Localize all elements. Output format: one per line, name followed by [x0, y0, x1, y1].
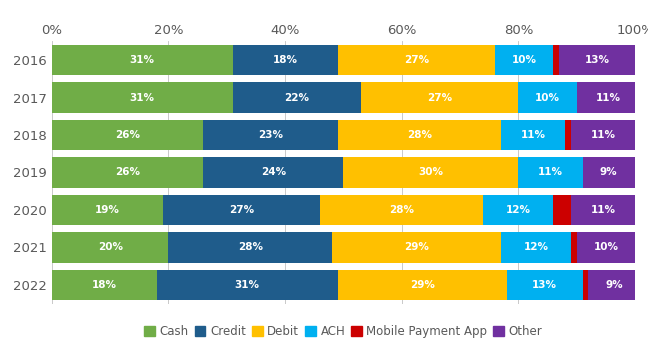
Bar — [320, 195, 483, 225]
Bar — [571, 232, 577, 263]
Text: 11%: 11% — [596, 92, 621, 102]
Text: 29%: 29% — [404, 243, 429, 253]
Bar — [501, 120, 565, 150]
Text: 9%: 9% — [600, 168, 618, 177]
Bar — [483, 195, 553, 225]
Text: 12%: 12% — [524, 243, 548, 253]
Text: 24%: 24% — [261, 168, 286, 177]
Bar — [52, 157, 203, 188]
Text: 13%: 13% — [532, 280, 557, 290]
Bar — [571, 195, 635, 225]
Bar — [233, 45, 338, 76]
Bar — [553, 45, 559, 76]
Text: 19%: 19% — [95, 205, 120, 215]
Bar — [203, 157, 343, 188]
Text: 11%: 11% — [590, 130, 616, 140]
Text: 28%: 28% — [389, 205, 414, 215]
Text: 9%: 9% — [606, 280, 623, 290]
Text: 28%: 28% — [407, 130, 432, 140]
Bar — [332, 232, 501, 263]
Text: 11%: 11% — [590, 205, 616, 215]
Text: 12%: 12% — [506, 205, 531, 215]
Text: 31%: 31% — [130, 92, 155, 102]
Bar — [52, 232, 168, 263]
Bar — [501, 232, 571, 263]
Text: 26%: 26% — [115, 168, 140, 177]
Bar — [52, 45, 233, 76]
Bar — [559, 45, 635, 76]
Bar — [577, 232, 635, 263]
Text: 18%: 18% — [92, 280, 117, 290]
Text: 27%: 27% — [229, 205, 254, 215]
Text: 27%: 27% — [404, 55, 429, 65]
Bar — [553, 195, 571, 225]
Bar — [338, 269, 507, 300]
Bar — [588, 269, 641, 300]
Bar — [571, 120, 635, 150]
Bar — [583, 269, 588, 300]
Text: 30%: 30% — [419, 168, 443, 177]
Bar — [361, 82, 518, 113]
Text: 10%: 10% — [535, 92, 560, 102]
Text: 13%: 13% — [584, 55, 610, 65]
Bar — [583, 157, 635, 188]
Bar — [52, 269, 157, 300]
Legend: Cash, Credit, Debit, ACH, Mobile Payment App, Other: Cash, Credit, Debit, ACH, Mobile Payment… — [140, 320, 547, 343]
Text: 11%: 11% — [520, 130, 546, 140]
Text: 31%: 31% — [235, 280, 260, 290]
Text: 11%: 11% — [538, 168, 563, 177]
Bar — [495, 45, 553, 76]
Text: 27%: 27% — [427, 92, 452, 102]
Text: 10%: 10% — [594, 243, 618, 253]
Text: 10%: 10% — [512, 55, 537, 65]
Bar — [52, 120, 203, 150]
Bar — [168, 232, 332, 263]
Bar — [565, 120, 571, 150]
Bar — [343, 157, 518, 188]
Text: 31%: 31% — [130, 55, 155, 65]
Bar — [518, 82, 577, 113]
Text: 18%: 18% — [273, 55, 297, 65]
Bar — [518, 157, 583, 188]
Text: 28%: 28% — [238, 243, 262, 253]
Bar — [163, 195, 320, 225]
Bar — [507, 269, 583, 300]
Bar — [338, 45, 495, 76]
Bar — [233, 82, 361, 113]
Text: 23%: 23% — [258, 130, 283, 140]
Text: 22%: 22% — [284, 92, 309, 102]
Text: 20%: 20% — [98, 243, 122, 253]
Bar — [157, 269, 338, 300]
Bar — [52, 195, 163, 225]
Bar — [52, 82, 233, 113]
Bar — [338, 120, 501, 150]
Bar — [577, 82, 641, 113]
Bar — [203, 120, 338, 150]
Text: 29%: 29% — [410, 280, 435, 290]
Text: 26%: 26% — [115, 130, 140, 140]
